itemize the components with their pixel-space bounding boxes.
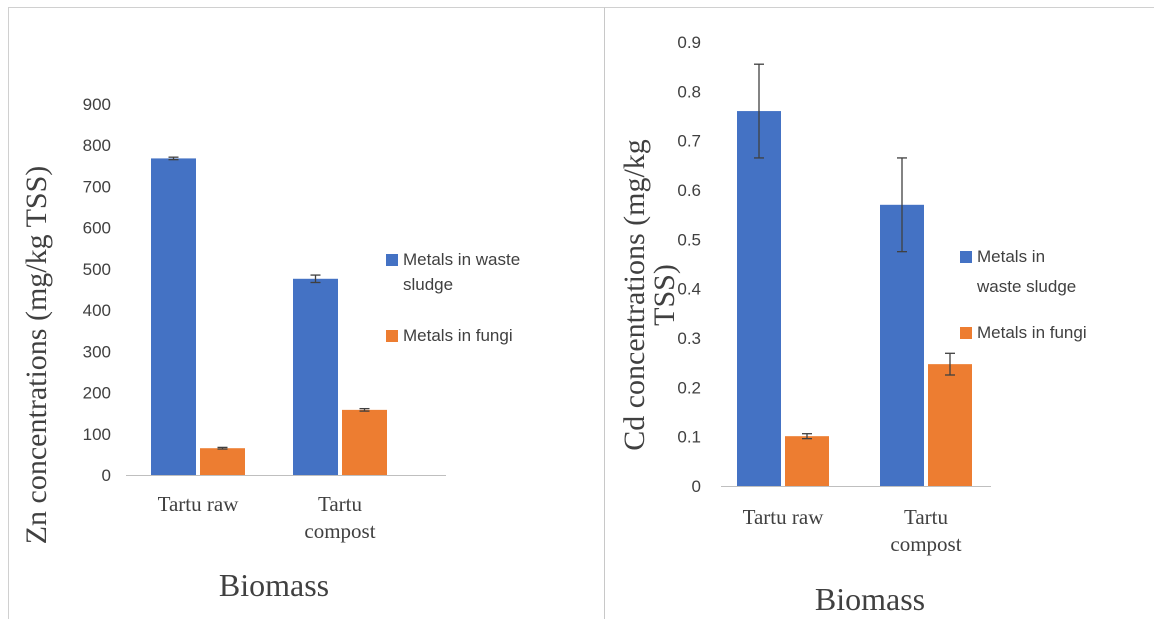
zn-ytick-label: 200 [83,384,111,403]
zn-x-axis-title: Biomass [219,567,329,603]
zn-y-axis-title: Zn concentrations (mg/kg TSS) [20,166,53,545]
cd-ytick-label: 0 [692,477,701,496]
zn-category-label-line: Tartu raw [158,492,240,516]
cd-chart-frame [604,7,1154,619]
zn-ytick-label: 600 [83,219,111,238]
cd-category-label: Tartu compost [890,505,961,556]
cd-chart: 0 0.1 0.2 0.3 0.4 0.5 0.6 0.7 0.8 0.9 Tartu raw Tar… [618,33,1087,617]
zn-legend-label: Metals in waste [403,250,520,269]
zn-ytick-label: 900 [83,95,111,114]
zn-bar [293,278,338,475]
zn-ytick-label: 100 [83,425,111,444]
cd-category-label-line: Tartu [904,505,949,529]
cd-bar [928,364,972,486]
zn-ytick-label: 400 [83,301,111,320]
zn-legend-swatch [386,254,398,266]
cd-category-label-line: Tartu raw [743,505,825,529]
cd-category-label-line: compost [890,532,961,556]
cd-y-axis-title-line: TSS) [648,264,681,326]
zn-ytick-label: 800 [83,136,111,155]
cd-y-axis-title-line: Cd concentrations (mg/kg [618,139,651,451]
cd-ytick-label: 0.8 [677,82,701,101]
cd-ytick-label: 0.3 [677,329,701,348]
zn-category-label-line: compost [304,519,375,543]
cd-x-axis-title: Biomass [815,581,925,617]
cd-legend-swatch [960,327,972,339]
cd-legend-label: Metals in fungi [977,323,1087,342]
zn-category-label-line: Tartu [318,492,363,516]
cd-ytick-label: 0.7 [677,132,701,151]
cd-y-axis-title: Cd concentrations (mg/kgTSS) [618,139,681,451]
cd-bar [737,111,781,487]
cd-ytick-label: 0.4 [677,280,701,299]
cd-bar [785,436,829,486]
zn-bar [151,158,196,475]
zn-bar [342,409,387,475]
zn-category-label: Tartu raw [158,492,240,516]
zn-legend-label: Metals in fungi [403,326,513,345]
zn-ytick-label: 300 [83,342,111,361]
cd-ytick-label: 0.5 [677,230,701,249]
cd-chart-panel: 0 0.1 0.2 0.3 0.4 0.5 0.6 0.7 0.8 0.9 Tartu raw Tar… [604,0,1154,619]
cd-legend-label: Metals in [977,247,1045,266]
zn-ytick-label: 700 [83,177,111,196]
zn-chart: 0 100 200 300 400 500 600 700 800 900 Tartu raw Tar… [20,95,520,603]
cd-ytick-label: 0.9 [677,33,701,52]
zn-ytick-label: 500 [83,260,111,279]
zn-bar [200,448,245,475]
cd-legend-label: waste sludge [976,277,1076,296]
cd-legend-swatch [960,251,972,263]
cd-category-label: Tartu raw [743,505,825,529]
cd-ytick-label: 0.1 [677,428,701,447]
zn-legend-label: sludge [403,275,453,294]
zn-legend-swatch [386,330,398,342]
cd-ytick-label: 0.2 [677,378,701,397]
cd-ytick-label: 0.6 [677,181,701,200]
zn-chart-panel: 0 100 200 300 400 500 600 700 800 900 Tartu raw Tar… [8,7,604,619]
zn-ytick-label: 0 [102,466,111,485]
zn-chart-frame [8,7,604,619]
zn-category-label: Tartu compost [304,492,375,543]
zn-y-axis-title-line: Zn concentrations (mg/kg TSS) [20,166,53,545]
